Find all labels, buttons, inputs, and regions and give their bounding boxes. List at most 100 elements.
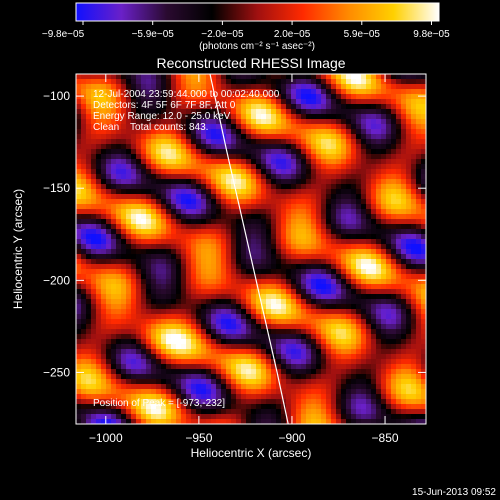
heatmap-cell — [416, 179, 422, 185]
heatmap-cell — [206, 119, 212, 125]
heatmap-cell — [181, 399, 187, 405]
heatmap-cell — [81, 99, 87, 105]
heatmap-cell — [121, 114, 127, 120]
heatmap-cell — [186, 159, 192, 165]
heatmap-cell — [241, 399, 247, 405]
heatmap-cell — [306, 109, 312, 115]
heatmap-cell — [121, 384, 127, 390]
heatmap-cell — [106, 274, 112, 280]
heatmap-cell — [301, 264, 307, 270]
heatmap-cell — [421, 104, 426, 110]
heatmap-cell — [376, 299, 382, 305]
heatmap-cell — [261, 399, 267, 405]
heatmap-cell — [176, 139, 182, 145]
heatmap-cell — [221, 204, 227, 210]
heatmap-cell — [226, 259, 232, 265]
heatmap-cell — [121, 99, 127, 105]
heatmap-cell — [96, 129, 102, 135]
heatmap-cell — [316, 149, 322, 155]
heatmap-cell — [246, 349, 252, 355]
heatmap-cell — [131, 374, 137, 380]
heatmap-cell — [86, 404, 92, 410]
heatmap-cell — [231, 274, 237, 280]
heatmap-cell — [151, 164, 157, 170]
heatmap-cell — [391, 174, 397, 180]
heatmap-cell — [96, 259, 102, 265]
heatmap-cell — [276, 279, 282, 285]
heatmap-cell — [76, 339, 82, 345]
heatmap-cell — [341, 174, 347, 180]
heatmap-cell — [316, 354, 322, 360]
heatmap-cell — [151, 239, 157, 245]
heatmap-cell — [391, 399, 397, 405]
heatmap-cell — [366, 334, 372, 340]
heatmap-cell — [286, 164, 292, 170]
heatmap-cell — [146, 174, 152, 180]
heatmap-cell — [191, 389, 197, 395]
heatmap-cell — [316, 259, 322, 265]
heatmap-cell — [356, 199, 362, 205]
heatmap-cell — [276, 224, 282, 230]
heatmap-cell — [191, 169, 197, 175]
heatmap-cell — [321, 179, 327, 185]
heatmap-cell — [226, 104, 232, 110]
heatmap-cell — [246, 104, 252, 110]
heatmap-cell — [206, 254, 212, 260]
heatmap-cell — [196, 269, 202, 275]
heatmap-cell — [206, 339, 212, 345]
heatmap-cell — [161, 364, 167, 370]
heatmap-cell — [241, 349, 247, 355]
heatmap-cell — [151, 169, 157, 175]
heatmap-cell — [381, 259, 387, 265]
heatmap-cell — [411, 334, 417, 340]
heatmap-cell — [221, 334, 227, 340]
heatmap-cell — [351, 379, 357, 385]
heatmap-cell — [276, 259, 282, 265]
heatmap-cell — [186, 399, 192, 405]
heatmap-cell — [141, 299, 147, 305]
heatmap-cell — [306, 289, 312, 295]
heatmap-cell — [276, 359, 282, 365]
heatmap-cell — [416, 94, 422, 100]
heatmap-cell — [321, 124, 327, 130]
heatmap-cell — [156, 284, 162, 290]
heatmap-cell — [206, 134, 212, 140]
heatmap-cell — [151, 109, 157, 115]
heatmap-cell — [306, 224, 312, 230]
heatmap-cell — [191, 409, 197, 415]
heatmap-cell — [111, 414, 117, 420]
heatmap-cell — [316, 384, 322, 390]
heatmap-cell — [291, 329, 297, 335]
heatmap-cell — [386, 369, 392, 375]
heatmap-cell — [371, 379, 377, 385]
heatmap-cell — [421, 374, 426, 380]
heatmap-cell — [381, 209, 387, 215]
heatmap-cell — [76, 214, 82, 220]
heatmap-cell — [391, 364, 397, 370]
heatmap-cell — [406, 169, 412, 175]
heatmap-cell — [151, 359, 157, 365]
heatmap-cell — [171, 289, 177, 295]
heatmap-cell — [131, 129, 137, 135]
heatmap-cell — [166, 174, 172, 180]
heatmap-cell — [146, 124, 152, 130]
heatmap-cell — [221, 244, 227, 250]
heatmap-cell — [321, 259, 327, 265]
heatmap-cell — [336, 224, 342, 230]
heatmap-cell — [146, 264, 152, 270]
heatmap-cell — [281, 394, 287, 400]
heatmap-cell — [216, 204, 222, 210]
heatmap-cell — [361, 179, 367, 185]
heatmap-cell — [111, 134, 117, 140]
heatmap-cell — [291, 94, 297, 100]
heatmap-cell — [131, 134, 137, 140]
heatmap-cell — [126, 419, 132, 424]
heatmap-cell — [86, 204, 92, 210]
heatmap-cell — [301, 164, 307, 170]
heatmap-cell — [241, 149, 247, 155]
heatmap-cell — [406, 284, 412, 290]
heatmap-cell — [351, 214, 357, 220]
heatmap-cell — [101, 74, 107, 80]
heatmap-cell — [171, 259, 177, 265]
heatmap-cell — [321, 384, 327, 390]
